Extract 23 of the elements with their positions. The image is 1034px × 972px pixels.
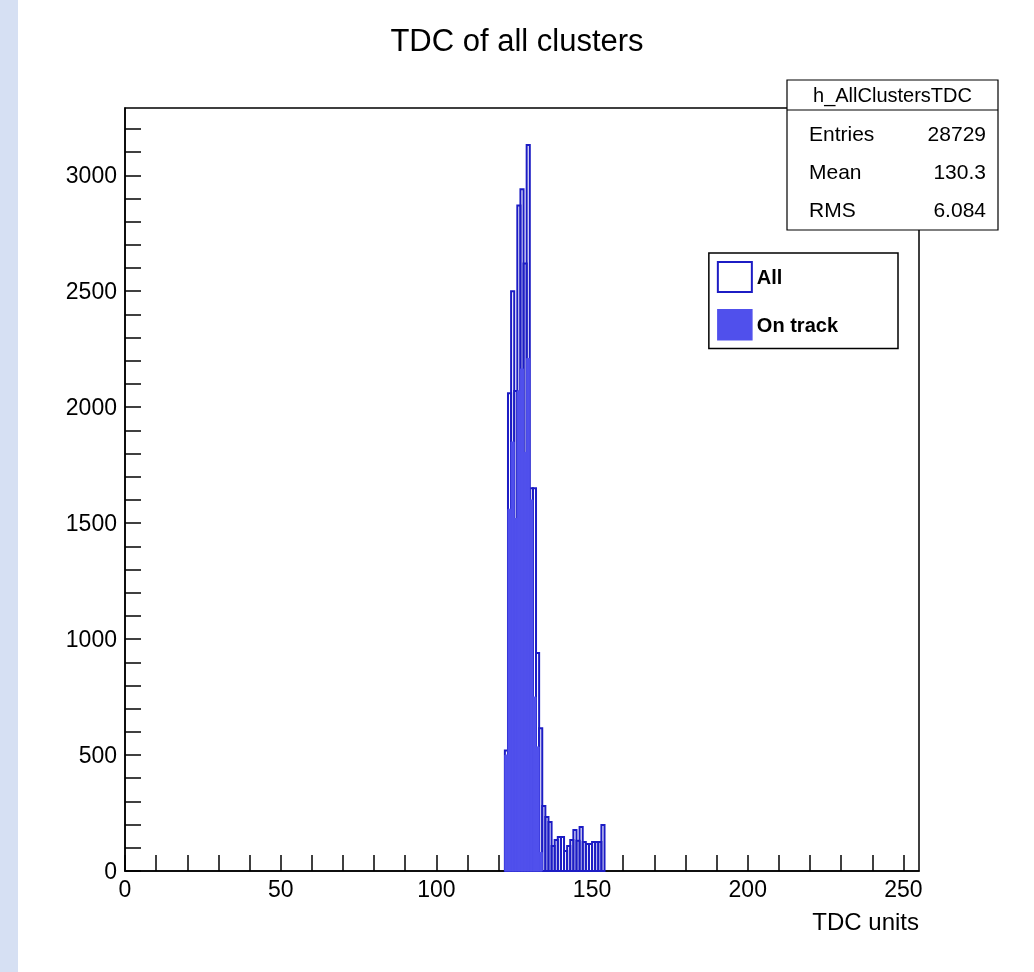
annotation: RMS: [809, 197, 856, 221]
y-tick-label: 0: [104, 858, 117, 884]
x-tick-label: 150: [572, 875, 612, 902]
y-tick-label: 1500: [65, 510, 117, 537]
x-tick-label: 250: [884, 875, 923, 902]
x-tick-label: 50: [267, 875, 294, 902]
text: 6.084: [933, 197, 987, 221]
y-tick-label: 1000: [65, 626, 117, 653]
x-tick-label: 100: [417, 875, 456, 902]
y-tick-label: 2500: [65, 278, 117, 305]
y-tick-label: 500: [78, 742, 117, 769]
x-axis-title: TDC units: [812, 907, 919, 935]
legend-label: All: [756, 266, 783, 288]
annotation: Entries: [809, 121, 875, 145]
legend-label: On track: [756, 313, 839, 336]
y-tick-label: 2000: [65, 394, 117, 421]
x-tick-label: 200: [728, 875, 767, 902]
text: 28729: [927, 121, 986, 145]
y-tick-label: 3000: [65, 162, 117, 189]
annotation: Mean: [809, 159, 862, 183]
text: 130.3: [933, 159, 986, 183]
chart-title: TDC of all clusters: [390, 23, 644, 58]
text: h_AllClustersTDC: [813, 84, 972, 107]
